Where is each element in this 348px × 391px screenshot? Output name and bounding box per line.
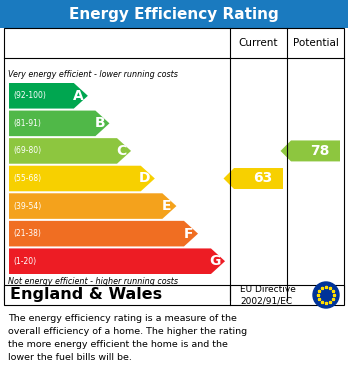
Polygon shape bbox=[9, 111, 110, 136]
Text: F: F bbox=[183, 227, 193, 240]
FancyBboxPatch shape bbox=[0, 0, 348, 28]
Polygon shape bbox=[9, 166, 155, 191]
Text: 78: 78 bbox=[310, 144, 329, 158]
Text: A: A bbox=[73, 89, 84, 103]
Circle shape bbox=[313, 282, 339, 308]
Polygon shape bbox=[280, 140, 340, 161]
Text: E: E bbox=[162, 199, 171, 213]
FancyBboxPatch shape bbox=[4, 285, 344, 305]
Polygon shape bbox=[9, 83, 88, 109]
Text: (1-20): (1-20) bbox=[13, 257, 36, 266]
Text: (92-100): (92-100) bbox=[13, 91, 46, 100]
Polygon shape bbox=[9, 138, 131, 164]
Text: C: C bbox=[116, 144, 126, 158]
Text: (55-68): (55-68) bbox=[13, 174, 41, 183]
Text: G: G bbox=[209, 254, 221, 268]
Text: The energy efficiency rating is a measure of the
overall efficiency of a home. T: The energy efficiency rating is a measur… bbox=[8, 314, 247, 362]
Polygon shape bbox=[9, 193, 176, 219]
Text: Not energy efficient - higher running costs: Not energy efficient - higher running co… bbox=[8, 277, 178, 286]
Polygon shape bbox=[9, 221, 198, 246]
Text: Current: Current bbox=[239, 38, 278, 48]
Text: (81-91): (81-91) bbox=[13, 119, 41, 128]
Text: D: D bbox=[139, 172, 151, 185]
Polygon shape bbox=[223, 168, 283, 189]
Text: B: B bbox=[94, 117, 105, 130]
Text: Potential: Potential bbox=[293, 38, 339, 48]
Text: (21-38): (21-38) bbox=[13, 229, 41, 238]
Text: Energy Efficiency Rating: Energy Efficiency Rating bbox=[69, 7, 279, 22]
Polygon shape bbox=[9, 248, 225, 274]
Text: England & Wales: England & Wales bbox=[10, 287, 162, 303]
Text: Very energy efficient - lower running costs: Very energy efficient - lower running co… bbox=[8, 70, 178, 79]
Text: (69-80): (69-80) bbox=[13, 146, 41, 156]
Text: 63: 63 bbox=[253, 172, 272, 185]
Text: EU Directive
2002/91/EC: EU Directive 2002/91/EC bbox=[240, 285, 296, 305]
Text: (39-54): (39-54) bbox=[13, 202, 41, 211]
FancyBboxPatch shape bbox=[4, 28, 344, 300]
